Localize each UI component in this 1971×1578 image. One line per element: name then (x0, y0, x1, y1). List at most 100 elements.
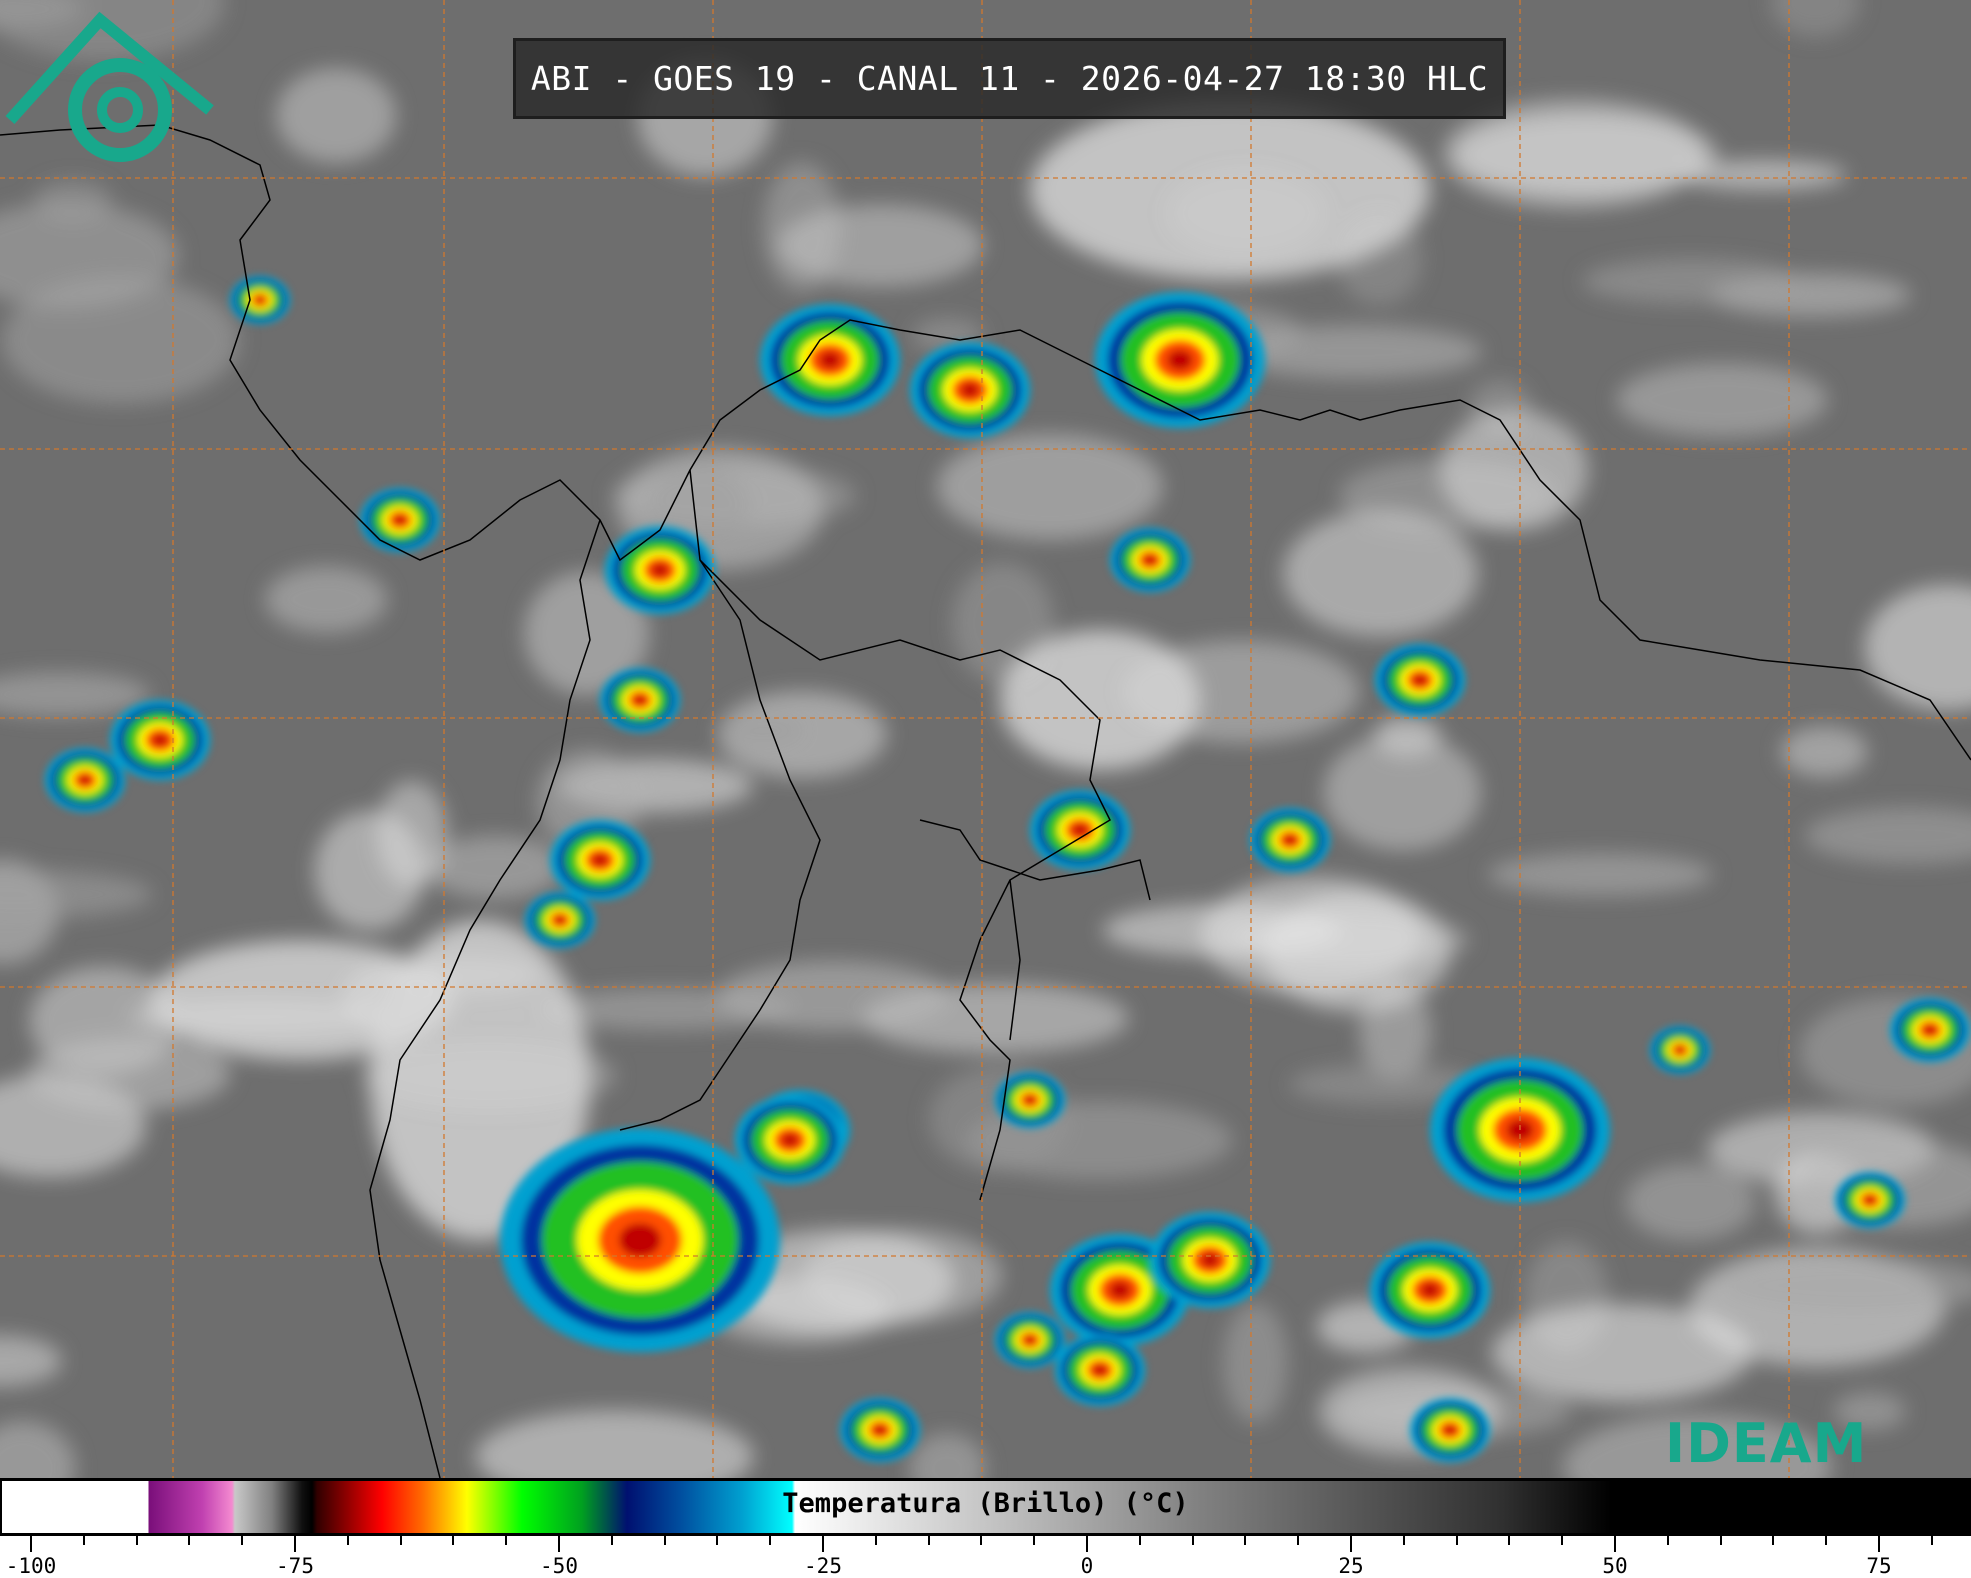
storm-cell (1110, 528, 1190, 592)
major-tick (1350, 1536, 1352, 1552)
cloud (1491, 1303, 1752, 1403)
cloud (1616, 363, 1828, 437)
cloud (909, 1433, 986, 1478)
minor-tick (1508, 1536, 1511, 1545)
storm-cell (1030, 790, 1130, 870)
colorbar-gradient (2, 1481, 1969, 1533)
cloud (1562, 1414, 1833, 1478)
tick-label: 25 (1338, 1554, 1364, 1578)
logo-roof-icon (5, 11, 214, 125)
storm-cell (1055, 1334, 1145, 1406)
storm-cell (1250, 808, 1330, 872)
tick-label: 50 (1602, 1554, 1628, 1578)
cloud (524, 571, 650, 696)
cloud (1030, 100, 1430, 280)
cloud (1780, 726, 1868, 778)
cloud (1487, 852, 1713, 896)
minor-tick (716, 1536, 719, 1545)
tick-label: -50 (540, 1554, 578, 1578)
cloud (1718, 1256, 1971, 1315)
minor-tick (505, 1536, 508, 1545)
cloud (1323, 733, 1482, 851)
lat-lon-grid (0, 0, 1971, 1478)
cloud (539, 988, 793, 1031)
storm-cell (1650, 1026, 1710, 1074)
minor-tick (610, 1536, 613, 1545)
cloud-layer (0, 0, 1971, 1478)
coastlines-borders (0, 124, 1971, 1478)
cloud (720, 1229, 955, 1332)
cloud (150, 940, 450, 1060)
cloud (0, 202, 179, 308)
colorbar-axis: -100 -75 -50 -25 0 25 50 75 (0, 1536, 1971, 1578)
storm-cell (600, 668, 680, 732)
minor-tick (1402, 1536, 1405, 1545)
storm-cell (1430, 1058, 1610, 1202)
tick-label: 75 (1866, 1554, 1892, 1578)
storm-cell (1835, 1172, 1905, 1228)
logo-swirl-icon (68, 58, 172, 162)
cloud (0, 869, 153, 919)
major-tick (30, 1536, 32, 1552)
minor-tick (1772, 1536, 1775, 1545)
minor-tick (1138, 1536, 1141, 1545)
cloud (1454, 114, 1718, 195)
cloud (27, 1037, 231, 1111)
cloud (1102, 903, 1342, 958)
minor-tick (82, 1536, 85, 1545)
storm-cell (45, 748, 125, 812)
cloud (719, 712, 807, 750)
minor-tick (1719, 1536, 1722, 1545)
minor-tick (241, 1536, 244, 1545)
cloud (1000, 630, 1200, 770)
tick-label: -25 (804, 1554, 842, 1578)
cloud (1864, 584, 1971, 711)
minor-tick (1561, 1536, 1564, 1545)
cloud (1288, 1064, 1481, 1105)
cloud (265, 566, 388, 633)
storm-cell (605, 526, 715, 614)
major-tick (558, 1536, 560, 1552)
tick-label: -75 (276, 1554, 314, 1578)
minor-tick (1455, 1536, 1458, 1545)
minor-tick (188, 1536, 191, 1545)
minor-tick (927, 1536, 930, 1545)
major-tick (294, 1536, 296, 1552)
storm-cell (110, 700, 210, 780)
storm-layer (45, 276, 1970, 1462)
storm-cell (1410, 1398, 1490, 1462)
minor-tick (1244, 1536, 1247, 1545)
cloud (937, 433, 1163, 540)
ideam-logo (5, 11, 214, 162)
cloud (1282, 510, 1478, 637)
cloud (1625, 1164, 1756, 1241)
minor-tick (1033, 1536, 1036, 1545)
title-text: ABI - GOES 19 - CANAL 11 - 2026-04-27 18… (530, 59, 1489, 98)
major-tick (1614, 1536, 1616, 1552)
minor-tick (1825, 1536, 1828, 1545)
major-tick (1878, 1536, 1880, 1552)
storm-cell (1890, 998, 1970, 1062)
cloud (1678, 159, 1847, 191)
cloud (276, 68, 397, 163)
satellite-imagery (0, 0, 1971, 1478)
storm-cell (1150, 1212, 1270, 1308)
minor-tick (346, 1536, 349, 1545)
storm-cell (995, 1312, 1065, 1368)
cloud (777, 204, 984, 287)
tick-label: 0 (1080, 1554, 1094, 1578)
cloud (1439, 409, 1589, 531)
cloud (0, 1421, 76, 1478)
logo-text: IDEAM (1665, 1412, 1868, 1475)
cloud (1, 276, 240, 404)
minor-tick (135, 1536, 138, 1545)
cloud (1833, 1392, 1907, 1431)
major-tick (1086, 1536, 1088, 1552)
storm-cell (1370, 1242, 1490, 1338)
image-title: ABI - GOES 19 - CANAL 11 - 2026-04-27 18… (513, 38, 1506, 119)
minor-tick (1930, 1536, 1933, 1545)
minor-tick (1191, 1536, 1194, 1545)
cloud (1582, 258, 1801, 304)
minor-tick (1666, 1536, 1669, 1545)
minor-tick (1297, 1536, 1300, 1545)
